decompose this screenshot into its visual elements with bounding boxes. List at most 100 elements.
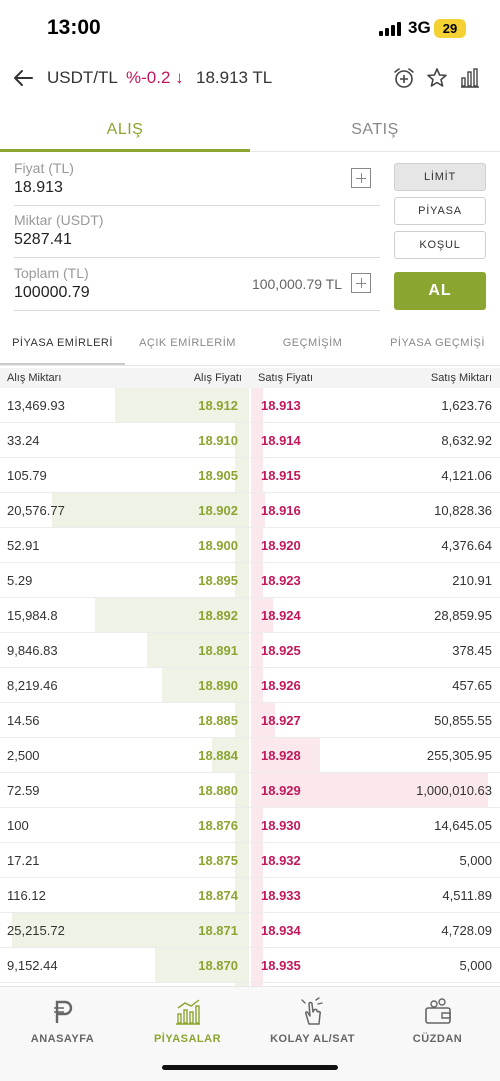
ask-quantity: 28,859.95 — [434, 608, 492, 623]
ask-qty-header: Satış Miktarı — [430, 372, 492, 384]
nav-easy-trade[interactable]: KOLAY AL/SAT — [250, 987, 375, 1057]
nav-wallet[interactable]: CÜZDAN — [375, 987, 500, 1057]
tab-buy[interactable]: ALIŞ — [0, 108, 250, 152]
total-field[interactable]: Toplam (TL) 100000.79 100,000.79 TL — [14, 265, 380, 311]
bid-quantity: 2,500 — [7, 748, 40, 763]
battery-icon: 29 — [434, 19, 466, 38]
amount-field[interactable]: Miktar (USDT) 5287.41 — [14, 212, 380, 258]
ask-depth-bar — [250, 703, 275, 737]
ask-price: 18.935 — [261, 958, 301, 973]
bid-quantity: 5.29 — [7, 573, 33, 588]
ask-depth-bar — [250, 948, 263, 982]
order-book-row[interactable]: 72.59 18.880 18.929 1,000,010.63 — [0, 773, 500, 808]
tab-market-history[interactable]: PİYASA GEÇMİŞİ — [390, 337, 485, 349]
nav-markets-label: PİYASALAR — [153, 1033, 222, 1045]
order-book-row[interactable]: 9,846.83 18.891 18.925 378.45 — [0, 633, 500, 668]
order-book-row[interactable]: 116.12 18.874 18.933 4,511.89 — [0, 878, 500, 913]
order-book: 13,469.93 18.912 18.913 1,623.76 33.24 18.910… — [0, 388, 500, 986]
condition-button[interactable]: KOŞUL — [394, 231, 486, 259]
network-type: 3G — [408, 18, 431, 37]
price-input[interactable]: 18.913 — [14, 179, 63, 196]
status-bar: 13:00 3G 29 — [0, 0, 500, 56]
buy-submit-button[interactable]: AL — [394, 272, 486, 310]
order-book-row[interactable]: 2,500 18.884 18.928 255,305.95 — [0, 738, 500, 773]
bar-chart-icon[interactable] — [458, 66, 482, 90]
bid-price: 18.910 — [198, 433, 238, 448]
star-icon[interactable] — [425, 66, 449, 90]
order-book-row[interactable]: 100 18.876 18.930 14,645.05 — [0, 808, 500, 843]
ask-quantity: 14,645.05 — [434, 818, 492, 833]
ask-price: 18.915 — [261, 468, 301, 483]
ask-quantity: 1,000,010.63 — [416, 783, 492, 798]
bid-quantity: 15,984.8 — [7, 608, 58, 623]
bid-quantity: 9,152.44 — [7, 958, 58, 973]
center-divider — [249, 983, 251, 986]
ask-quantity: 4,121.06 — [441, 468, 492, 483]
nav-home[interactable]: ANASAYFA — [0, 987, 125, 1057]
order-book-row[interactable]: 105.79 18.905 18.915 4,121.06 — [0, 458, 500, 493]
order-book-row[interactable]: 9,152.44 18.870 18.935 5,000 — [0, 948, 500, 983]
total-input[interactable]: 100000.79 — [14, 284, 90, 301]
tab-market-orders[interactable]: PİYASA EMİRLERİ — [0, 326, 125, 365]
ask-price: 18.932 — [261, 853, 301, 868]
nav-easy-trade-label: KOLAY AL/SAT — [270, 1033, 355, 1045]
center-divider — [249, 843, 251, 877]
order-book-row[interactable]: 17.21 18.875 18.932 5,000 — [0, 843, 500, 878]
order-book-row[interactable]: 25,215.72 18.871 18.934 4,728.09 — [0, 913, 500, 948]
order-book-row[interactable]: 20,576.77 18.902 18.916 10,828.36 — [0, 493, 500, 528]
order-book-row[interactable]: 13,469.93 18.912 18.913 1,623.76 — [0, 388, 500, 423]
bid-quantity: 9,846.83 — [7, 643, 58, 658]
bid-depth-bar — [235, 563, 250, 597]
order-book-row[interactable]: 8,219.46 18.890 18.926 457.65 — [0, 668, 500, 703]
bid-depth-bar — [147, 633, 250, 667]
ask-quantity: 8,632.92 — [441, 433, 492, 448]
order-book-row[interactable]: 52.91 18.900 18.920 4,376.64 — [0, 528, 500, 563]
last-price: 18.913 TL — [196, 68, 273, 87]
back-arrow-icon[interactable] — [12, 66, 36, 90]
order-book-row[interactable]: 15,984.8 18.892 18.924 28,859.95 — [0, 598, 500, 633]
nav-home-label: ANASAYFA — [30, 1033, 95, 1045]
order-book-row[interactable]: 5.29 18.895 18.923 210.91 — [0, 563, 500, 598]
order-book-row[interactable]: 14.56 18.885 18.927 50,855.55 — [0, 703, 500, 738]
center-divider — [249, 598, 251, 632]
trade-side-tabs: ALIŞ SATIŞ — [0, 108, 500, 152]
bid-depth-bar — [12, 913, 250, 947]
total-plus-icon[interactable] — [351, 273, 371, 293]
ask-depth-bar — [250, 423, 263, 457]
bid-price: 18.885 — [198, 713, 238, 728]
bid-depth-bar — [235, 808, 250, 842]
bid-price-header: Alış Fiyatı — [193, 372, 242, 384]
alarm-clock-icon[interactable] — [392, 66, 416, 90]
limit-button[interactable]: LİMİT — [394, 163, 486, 191]
ask-price: 18.916 — [261, 503, 301, 518]
ask-depth-bar — [250, 808, 263, 842]
ask-depth-bar — [250, 458, 263, 492]
order-book-row[interactable]: 33.24 18.910 18.914 8,632.92 — [0, 423, 500, 458]
ask-depth-bar — [250, 773, 488, 807]
tab-my-history[interactable]: GEÇMİŞİM — [282, 337, 343, 349]
bid-price: 18.895 — [198, 573, 238, 588]
amount-input[interactable]: 5287.41 — [14, 231, 72, 248]
bid-price: 18.880 — [198, 783, 238, 798]
bid-quantity: 14.56 — [7, 713, 40, 728]
price-field[interactable]: Fiyat (TL) 18.913 — [14, 160, 380, 206]
price-plus-icon[interactable] — [351, 168, 371, 188]
home-p-icon — [54, 1000, 73, 1023]
center-divider — [249, 633, 251, 667]
pair-header: USDT/TL %-0.2 ↓ 18.913 TL — [0, 56, 500, 100]
ask-depth-bar — [250, 493, 265, 527]
ask-depth-bar — [250, 598, 273, 632]
tab-open-orders[interactable]: AÇIK EMİRLERİM — [139, 337, 236, 349]
ask-price: 18.913 — [261, 398, 301, 413]
bid-price: 18.874 — [198, 888, 238, 903]
ask-depth-bar — [250, 668, 263, 702]
tab-sell[interactable]: SATIŞ — [351, 121, 399, 138]
market-button[interactable]: PİYASA — [394, 197, 486, 225]
bid-price: 18.892 — [198, 608, 238, 623]
market-tabs: PİYASA EMİRLERİ AÇIK EMİRLERİM GEÇMİŞİM … — [0, 326, 500, 366]
center-divider — [249, 563, 251, 597]
ask-quantity: 4,511.89 — [442, 888, 492, 903]
ask-price: 18.934 — [261, 923, 301, 938]
order-book-row[interactable] — [0, 983, 500, 986]
nav-markets[interactable]: PİYASALAR — [125, 987, 250, 1057]
